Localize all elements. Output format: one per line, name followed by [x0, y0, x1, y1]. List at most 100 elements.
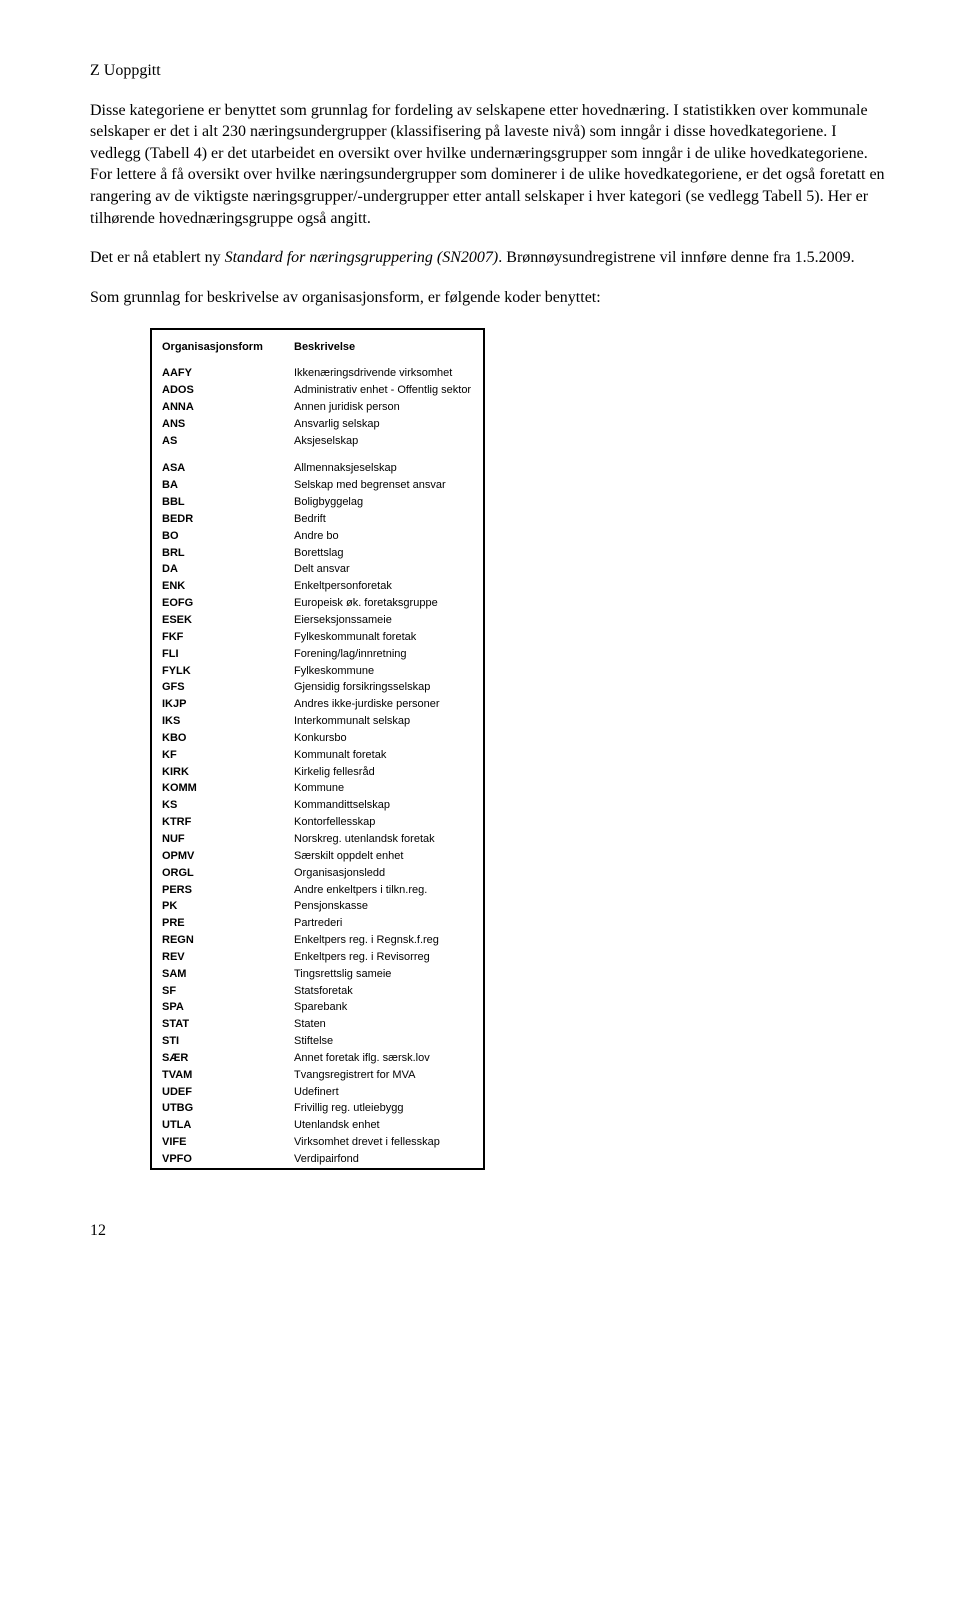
table-cell-desc: Fylkeskommunalt foretak: [284, 629, 484, 646]
table-row: KSKommandittselskap: [151, 797, 484, 814]
table-cell-code: SF: [151, 983, 284, 1000]
table-cell-code: OPMV: [151, 848, 284, 865]
paragraph-2-part-a: Det er nå etablert ny: [90, 249, 225, 266]
table-cell-code: DA: [151, 561, 284, 578]
table-cell-desc: Kirkelig fellesråd: [284, 764, 484, 781]
table-cell-desc: Norskreg. utenlandsk foretak: [284, 831, 484, 848]
table-row: KIRKKirkelig fellesråd: [151, 764, 484, 781]
table-row: BRLBorettslag: [151, 545, 484, 562]
paragraph-3: Som grunnlag for beskrivelse av organisa…: [90, 287, 890, 309]
table-cell-desc: Organisasjonsledd: [284, 865, 484, 882]
table-cell-desc: Administrativ enhet - Offentlig sektor: [284, 382, 484, 399]
section-heading: Z Uoppgitt: [90, 60, 890, 82]
table-cell-code: PERS: [151, 882, 284, 899]
table-cell-desc: Sparebank: [284, 999, 484, 1016]
table-row: IKSInterkommunalt selskap: [151, 713, 484, 730]
table-cell-code: ESEK: [151, 612, 284, 629]
table-cell-code: TVAM: [151, 1067, 284, 1084]
org-table: Organisasjonsform Beskrivelse AAFYIkkenæ…: [150, 328, 485, 1170]
table-row: UDEFUdefinert: [151, 1084, 484, 1101]
table-cell-desc: Andres ikke-jurdiske personer: [284, 696, 484, 713]
table-cell-code: KOMM: [151, 780, 284, 797]
table-cell-code: KS: [151, 797, 284, 814]
table-cell-desc: Stiftelse: [284, 1033, 484, 1050]
table-cell-code: PRE: [151, 915, 284, 932]
table-cell-code: ORGL: [151, 865, 284, 882]
table-cell-desc: Allmennaksjeselskap: [284, 449, 484, 477]
table-row: ANNAAnnen juridisk person: [151, 399, 484, 416]
table-cell-code: UTLA: [151, 1117, 284, 1134]
table-cell-code: IKJP: [151, 696, 284, 713]
table-cell-code: FKF: [151, 629, 284, 646]
table-row: BOAndre bo: [151, 528, 484, 545]
table-cell-code: UDEF: [151, 1084, 284, 1101]
table-row: UTBGFrivillig reg. utleiebygg: [151, 1100, 484, 1117]
table-cell-desc: Enkeltpersonforetak: [284, 578, 484, 595]
table-row: BEDRBedrift: [151, 511, 484, 528]
table-cell-code: BEDR: [151, 511, 284, 528]
table-cell-code: ASA: [151, 449, 284, 477]
table-cell-code: ANS: [151, 416, 284, 433]
org-table-container: Organisasjonsform Beskrivelse AAFYIkkenæ…: [150, 328, 890, 1170]
table-cell-code: KIRK: [151, 764, 284, 781]
table-cell-code: REV: [151, 949, 284, 966]
table-cell-code: STI: [151, 1033, 284, 1050]
table-row: REVEnkeltpers reg. i Revisorreg: [151, 949, 484, 966]
table-cell-desc: Europeisk øk. foretaksgruppe: [284, 595, 484, 612]
table-cell-code: IKS: [151, 713, 284, 730]
table-row: ASAksjeselskap: [151, 433, 484, 450]
table-row: FKFFylkeskommunalt foretak: [151, 629, 484, 646]
table-cell-desc: Andre enkeltpers i tilkn.reg.: [284, 882, 484, 899]
table-row: ANSAnsvarlig selskap: [151, 416, 484, 433]
table-cell-desc: Ikkenæringsdrivende virksomhet: [284, 365, 484, 382]
table-cell-code: NUF: [151, 831, 284, 848]
table-row: ASAAllmennaksjeselskap: [151, 449, 484, 477]
table-cell-desc: Borettslag: [284, 545, 484, 562]
table-row: BASelskap med begrenset ansvar: [151, 477, 484, 494]
table-cell-desc: Udefinert: [284, 1084, 484, 1101]
table-cell-code: BO: [151, 528, 284, 545]
table-cell-desc: Gjensidig forsikringsselskap: [284, 679, 484, 696]
table-cell-desc: Aksjeselskap: [284, 433, 484, 450]
table-cell-code: BA: [151, 477, 284, 494]
table-cell-desc: Særskilt oppdelt enhet: [284, 848, 484, 865]
table-row: SÆRAnnet foretak iflg. særsk.lov: [151, 1050, 484, 1067]
table-cell-desc: Interkommunalt selskap: [284, 713, 484, 730]
table-cell-code: FYLK: [151, 663, 284, 680]
table-cell-code: BRL: [151, 545, 284, 562]
table-cell-desc: Annet foretak iflg. særsk.lov: [284, 1050, 484, 1067]
table-cell-code: SÆR: [151, 1050, 284, 1067]
paragraph-2-italic: Standard for næringsgruppering (SN2007): [225, 249, 499, 266]
table-row: AAFYIkkenæringsdrivende virksomhet: [151, 365, 484, 382]
table-cell-code: KBO: [151, 730, 284, 747]
table-cell-code: GFS: [151, 679, 284, 696]
table-cell-desc: Konkursbo: [284, 730, 484, 747]
table-row: KTRFKontorfellesskap: [151, 814, 484, 831]
table-cell-code: PK: [151, 898, 284, 915]
table-cell-desc: Tvangsregistrert for MVA: [284, 1067, 484, 1084]
table-cell-code: FLI: [151, 646, 284, 663]
table-cell-code: VPFO: [151, 1151, 284, 1169]
table-cell-code: ENK: [151, 578, 284, 595]
table-row: OPMVSærskilt oppdelt enhet: [151, 848, 484, 865]
table-cell-desc: Bedrift: [284, 511, 484, 528]
table-cell-code: ADOS: [151, 382, 284, 399]
table-cell-desc: Delt ansvar: [284, 561, 484, 578]
table-row: ORGLOrganisasjonsledd: [151, 865, 484, 882]
table-row: ENKEnkeltpersonforetak: [151, 578, 484, 595]
table-cell-desc: Enkeltpers reg. i Regnsk.f.reg: [284, 932, 484, 949]
table-row: SFStatsforetak: [151, 983, 484, 1000]
table-row: SPASparebank: [151, 999, 484, 1016]
table-cell-desc: Eierseksjonssameie: [284, 612, 484, 629]
table-row: VIFEVirksomhet drevet i fellesskap: [151, 1134, 484, 1151]
table-cell-desc: Verdipairfond: [284, 1151, 484, 1169]
table-cell-desc: Annen juridisk person: [284, 399, 484, 416]
table-cell-code: STAT: [151, 1016, 284, 1033]
table-row: PERSAndre enkeltpers i tilkn.reg.: [151, 882, 484, 899]
table-row: TVAMTvangsregistrert for MVA: [151, 1067, 484, 1084]
table-cell-desc: Ansvarlig selskap: [284, 416, 484, 433]
table-cell-desc: Enkeltpers reg. i Revisorreg: [284, 949, 484, 966]
table-row: PKPensjonskasse: [151, 898, 484, 915]
paragraph-2-part-b: . Brønnøysundregistrene vil innføre denn…: [498, 249, 854, 266]
table-cell-desc: Kommune: [284, 780, 484, 797]
